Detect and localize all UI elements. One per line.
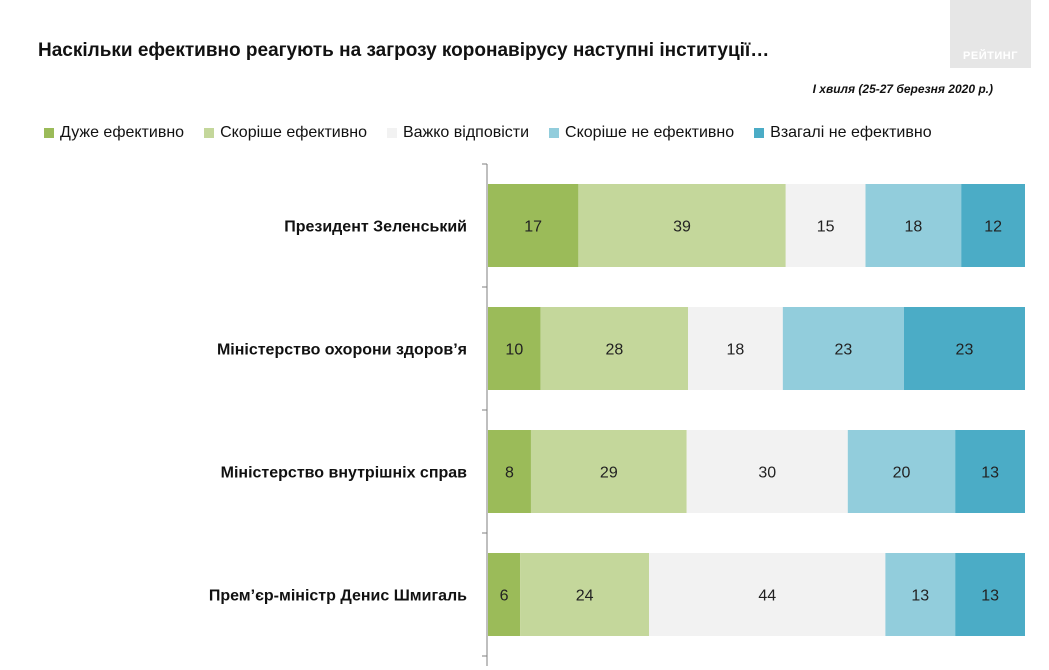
data-label: 13	[981, 465, 999, 482]
category-label: Міністерство внутрішніх справ	[221, 465, 468, 482]
bar-segment	[847, 430, 956, 513]
bar-segment	[540, 307, 689, 390]
bar-segment	[488, 184, 579, 267]
legend-swatch	[44, 128, 54, 138]
data-label: 10	[505, 342, 523, 359]
data-label: 18	[904, 219, 922, 236]
legend-label: Скоріше ефективно	[220, 124, 367, 141]
data-label: 8	[505, 465, 514, 482]
bar-segment	[520, 553, 650, 636]
bar-segment	[686, 430, 848, 513]
data-label: 29	[600, 465, 618, 482]
legend-item: Дуже ефективно	[44, 124, 184, 142]
data-label: 12	[984, 219, 1002, 236]
bar-segment	[865, 184, 962, 267]
data-label: 6	[500, 588, 509, 605]
data-label: 23	[834, 342, 852, 359]
data-label: 39	[673, 219, 691, 236]
data-label: 17	[524, 219, 542, 236]
bar-segment	[961, 184, 1025, 267]
legend-item: Важко відповісти	[386, 124, 530, 142]
legend-item: Скоріше не ефективно	[549, 124, 734, 142]
legend: Дуже ефективно Скоріше ефективно Важко від…	[44, 124, 952, 142]
legend-item: Взагалі не ефективно	[754, 124, 932, 142]
category-label: Прем’єр-міністр Денис Шмигаль	[209, 588, 467, 605]
legend-swatch	[386, 128, 397, 138]
data-label: 28	[605, 342, 623, 359]
bar-segment	[488, 430, 531, 513]
legend-label: Дуже ефективно	[60, 124, 185, 141]
legend-swatch	[204, 128, 215, 138]
legend-swatch	[754, 128, 765, 138]
bar-segment	[782, 307, 904, 390]
logo: РЕЙТИНГ	[950, 0, 1031, 68]
data-label: 15	[817, 219, 835, 236]
logo-text: РЕЙТИНГ	[963, 50, 1018, 62]
bar-segment	[649, 553, 886, 636]
category-label: Президент Зеленський	[284, 219, 467, 236]
category-label: Міністерство охорони здоров’я	[217, 342, 467, 359]
data-label: 23	[956, 342, 974, 359]
bar-segment	[530, 430, 687, 513]
bar-segment	[885, 553, 956, 636]
data-label: 13	[981, 588, 999, 605]
bar-segment	[578, 184, 786, 267]
bar-segment	[955, 430, 1025, 513]
legend-label: Важко відповісти	[402, 124, 530, 141]
bar-segment	[488, 553, 521, 636]
legend-item: Скоріше ефективно	[204, 124, 367, 142]
data-label: 30	[758, 465, 776, 482]
bar-segment	[488, 307, 541, 390]
bar-segment	[688, 307, 783, 390]
legend-swatch	[549, 128, 560, 138]
data-label: 24	[576, 588, 594, 605]
bar-segment	[785, 184, 866, 267]
bar-segment	[955, 553, 1025, 636]
chart-subtitle: І хвиля (25-27 березня 2020 р.)	[812, 82, 993, 96]
bar-segment	[903, 307, 1025, 390]
legend-label: Скоріше не ефективно	[565, 124, 735, 141]
data-label: 13	[911, 588, 929, 605]
legend-label: Взагалі не ефективно	[770, 124, 932, 141]
data-label: 44	[758, 588, 776, 605]
data-label: 18	[727, 342, 745, 359]
data-label: 20	[893, 465, 911, 482]
chart-title: Наскільки ефективно реагують на загрозу …	[38, 40, 770, 61]
